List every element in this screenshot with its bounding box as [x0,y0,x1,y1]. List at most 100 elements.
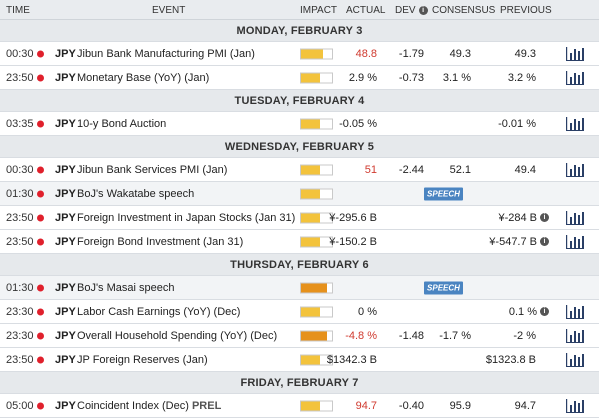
bar-chart-icon[interactable] [566,162,584,177]
event-dev: -1.48 [398,329,424,342]
table-row[interactable]: 00:30 JPY Jibun Bank Manufacturing PMI (… [0,42,599,66]
bar-chart-icon[interactable] [566,304,584,319]
event-actual: 0 % [358,305,377,318]
event-time: 23:50 [6,235,34,248]
impact-bar [300,188,333,199]
table-row[interactable]: 01:30 JPY BoJ's Wakatabe speech SPEECH [0,182,599,206]
bar-chart-icon[interactable] [566,116,584,131]
event-dev: -0.73 [398,71,424,84]
event-name[interactable]: Coincident Index (Dec) PREL [77,400,221,412]
event-currency: JPY [55,187,76,200]
event-actual: -4.8 % [345,329,377,342]
event-name[interactable]: Foreign Bond Investment (Jan 31) [77,235,244,248]
bar-chart-icon[interactable] [566,398,584,413]
event-actual: ¥-295.6 B [329,211,377,224]
prel-label: PREL [191,399,222,412]
event-name[interactable]: 10-y Bond Auction [77,117,167,130]
event-name-text: Coincident Index (Dec) [77,399,189,412]
event-time: 03:35 [6,117,34,130]
bar-chart-icon[interactable] [566,328,584,343]
japan-flag-icon [37,214,44,221]
event-name[interactable]: Monetary Base (YoY) (Jan) [77,71,210,84]
event-name[interactable]: BoJ's Wakatabe speech [77,187,195,200]
col-previous: PREVIOUS [500,5,552,16]
impact-bar [300,118,333,129]
bar-chart-icon[interactable] [566,210,584,225]
col-consensus: CONSENSUS [432,5,496,16]
event-time: 23:30 [6,329,34,342]
impact-bar [300,236,333,247]
japan-flag-icon [37,166,44,173]
event-actual: 51 [364,163,377,176]
bar-chart-icon[interactable] [566,352,584,367]
table-row[interactable]: 00:30 JPY Jibun Bank Services PMI (Jan) … [0,158,599,182]
event-name[interactable]: JP Foreign Reserves (Jan) [77,353,208,366]
table-row[interactable]: 01:30 JPY BoJ's Masai speech SPEECH [0,276,599,300]
table-row[interactable]: 23:30 JPY Overall Household Spending (Yo… [0,324,599,348]
japan-flag-icon [37,356,44,363]
bar-chart-icon[interactable] [566,46,584,61]
table-row[interactable]: 23:50 JPY Foreign Bond Investment (Jan 3… [0,230,599,254]
event-actual: ¥-150.2 B [329,235,377,248]
event-previous: 49.3 [514,47,536,60]
event-currency: JPY [55,329,76,342]
event-name[interactable]: Jibun Bank Manufacturing PMI (Jan) [77,47,255,60]
info-icon[interactable]: i [418,5,428,15]
table-row[interactable]: 23:50 JPY Monetary Base (YoY) (Jan) 2.9 … [0,66,599,90]
event-actual: 48.8 [355,47,377,60]
event-previous: -2 % [513,329,536,342]
event-time: 01:30 [6,281,34,294]
day-header: MONDAY, FEBRUARY 3 [0,20,599,42]
event-previous: 94.7 [514,399,536,412]
japan-flag-icon [37,120,44,127]
col-time: TIME [6,5,30,16]
event-actual: -0.05 % [339,117,377,130]
day-header: THURSDAY, FEBRUARY 6 [0,254,599,276]
japan-flag-icon [37,190,44,197]
event-name[interactable]: Overall Household Spending (YoY) (Dec) [77,329,278,342]
info-icon[interactable]: i [540,237,549,247]
col-dev: DEV i [395,5,428,16]
event-actual: 94.7 [355,399,377,412]
table-row[interactable]: 23:50 JPY Foreign Investment in Japan St… [0,206,599,230]
event-time: 01:30 [6,187,34,200]
bar-chart-icon[interactable] [566,70,584,85]
japan-flag-icon [37,238,44,245]
table-row[interactable]: 03:35 JPY 10-y Bond Auction -0.05 % -0.0… [0,112,599,136]
event-time: 00:30 [6,47,34,60]
event-name[interactable]: Foreign Investment in Japan Stocks (Jan … [77,211,296,224]
impact-bar [300,48,333,59]
event-currency: JPY [55,353,76,366]
event-time: 05:00 [6,399,34,412]
event-currency: JPY [55,281,76,294]
event-previous-value: ¥-284 B [498,211,537,224]
event-name[interactable]: BoJ's Masai speech [77,281,175,294]
table-row[interactable]: 05:00 JPY Coincident Index (Dec) PREL 94… [0,394,599,418]
info-icon[interactable]: i [540,213,549,223]
japan-flag-icon [37,284,44,291]
day-header: TUESDAY, FEBRUARY 4 [0,90,599,112]
event-actual: 2.9 % [348,71,377,84]
event-time: 00:30 [6,163,34,176]
table-row[interactable]: 23:30 JPY Labor Cash Earnings (YoY) (Dec… [0,300,599,324]
bar-chart-icon[interactable] [566,234,584,249]
impact-bar [300,72,333,83]
col-dev-label: DEV [395,5,416,16]
event-time: 23:50 [6,353,34,366]
col-actual: ACTUAL [346,5,386,16]
impact-bar [300,306,333,317]
event-name[interactable]: Labor Cash Earnings (YoY) (Dec) [77,305,241,318]
japan-flag-icon [37,332,44,339]
event-time: 23:50 [6,71,34,84]
event-currency: JPY [55,211,76,224]
event-name[interactable]: Jibun Bank Services PMI (Jan) [77,163,228,176]
table-row[interactable]: 23:50 JPY JP Foreign Reserves (Jan) $134… [0,348,599,372]
info-icon[interactable]: i [540,307,549,317]
speech-badge: SPEECH [424,281,463,294]
event-currency: JPY [55,235,76,248]
event-previous: 0.1 % i [509,306,549,318]
event-previous: 49.4 [514,163,536,176]
col-impact: IMPACT [300,5,338,16]
